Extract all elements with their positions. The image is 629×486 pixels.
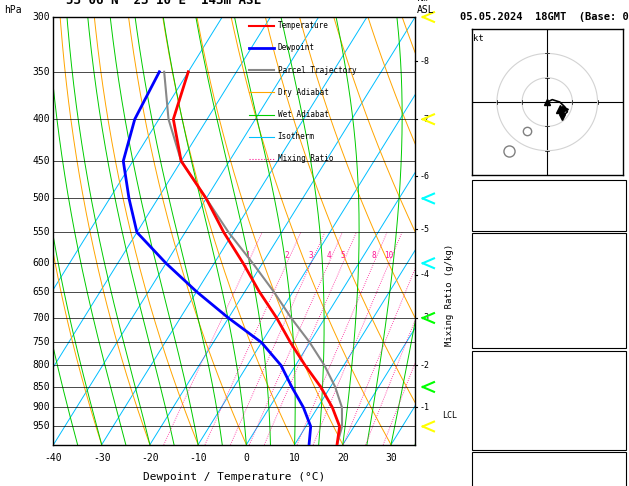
Text: 1: 1 — [245, 251, 250, 260]
Text: -7: -7 — [420, 115, 430, 124]
Text: 2: 2 — [617, 333, 623, 342]
Text: Parcel Trajectory: Parcel Trajectory — [277, 66, 356, 74]
Text: 10: 10 — [384, 251, 394, 260]
Text: 350: 350 — [32, 67, 50, 77]
Text: CIN (J): CIN (J) — [477, 333, 515, 342]
Text: PW (cm): PW (cm) — [477, 215, 515, 225]
Text: EH: EH — [477, 472, 487, 481]
Text: 750: 750 — [32, 337, 50, 347]
Text: θᴄ (K): θᴄ (K) — [477, 386, 509, 396]
Text: -5: -5 — [420, 225, 430, 234]
Text: 800: 800 — [32, 361, 50, 370]
Text: -6: -6 — [420, 172, 430, 181]
Text: Temperature: Temperature — [277, 21, 328, 30]
Text: Most Unstable: Most Unstable — [511, 354, 587, 364]
Text: 319: 319 — [606, 285, 623, 294]
Text: 2: 2 — [617, 434, 623, 444]
Text: Surface: Surface — [528, 236, 569, 246]
Text: 850: 850 — [32, 382, 50, 392]
Text: 30: 30 — [385, 453, 397, 463]
Text: 8: 8 — [371, 251, 376, 260]
Text: Lifted Index: Lifted Index — [477, 301, 542, 310]
Text: Wet Adiabat: Wet Adiabat — [277, 110, 328, 119]
Text: -2: -2 — [420, 361, 430, 370]
Text: Dry Adiabat: Dry Adiabat — [277, 88, 328, 97]
Text: LCL: LCL — [442, 411, 457, 419]
Text: 600: 600 — [32, 258, 50, 268]
Text: -1: -1 — [420, 403, 430, 412]
Text: Mixing Ratio (g/kg): Mixing Ratio (g/kg) — [445, 244, 454, 346]
Text: 0: 0 — [243, 453, 249, 463]
Text: Hodograph: Hodograph — [522, 455, 576, 466]
Text: Dewpoint: Dewpoint — [277, 43, 314, 52]
Text: -3: -3 — [612, 301, 623, 310]
Text: Mixing Ratio: Mixing Ratio — [277, 155, 333, 163]
Text: kt: kt — [473, 34, 484, 43]
Text: Dewp (°C): Dewp (°C) — [477, 269, 525, 278]
Text: 3: 3 — [309, 251, 313, 260]
Text: Pressure (mb): Pressure (mb) — [477, 370, 547, 380]
Text: CIN (J): CIN (J) — [477, 434, 515, 444]
Text: 51: 51 — [612, 199, 623, 208]
Text: CAPE (J): CAPE (J) — [477, 418, 520, 428]
Text: -30: -30 — [93, 453, 111, 463]
Text: θᴄ(K): θᴄ(K) — [477, 285, 504, 294]
Text: 995: 995 — [606, 370, 623, 380]
Text: 5: 5 — [340, 251, 345, 260]
Text: 05.05.2024  18GMT  (Base: 06): 05.05.2024 18GMT (Base: 06) — [460, 12, 629, 22]
Text: 30: 30 — [612, 183, 623, 192]
Text: 4: 4 — [326, 251, 331, 260]
Text: 319: 319 — [606, 386, 623, 396]
Text: km
ASL: km ASL — [416, 0, 434, 15]
Text: 2: 2 — [284, 251, 289, 260]
Text: -20: -20 — [141, 453, 159, 463]
Text: Totals Totals: Totals Totals — [477, 199, 547, 208]
Text: Isotherm: Isotherm — [277, 132, 314, 141]
Text: -4: -4 — [420, 270, 430, 279]
Text: Lifted Index: Lifted Index — [477, 402, 542, 412]
Text: © weatheronline.co.uk: © weatheronline.co.uk — [494, 472, 607, 481]
Text: -40: -40 — [45, 453, 62, 463]
Text: 500: 500 — [32, 193, 50, 204]
Text: 900: 900 — [32, 402, 50, 412]
Text: 939: 939 — [606, 418, 623, 428]
Text: 400: 400 — [32, 114, 50, 124]
Text: 2.38: 2.38 — [601, 215, 623, 225]
Text: 939: 939 — [606, 317, 623, 326]
Text: 20: 20 — [337, 453, 348, 463]
Text: 450: 450 — [32, 156, 50, 166]
Text: 18.8: 18.8 — [601, 253, 623, 262]
Text: -13: -13 — [606, 472, 623, 481]
Text: Temp (°C): Temp (°C) — [477, 253, 525, 262]
Text: 300: 300 — [32, 12, 50, 22]
Text: hPa: hPa — [4, 4, 21, 15]
Text: 550: 550 — [32, 227, 50, 237]
Text: 700: 700 — [32, 313, 50, 323]
Text: -3: -3 — [420, 313, 430, 323]
Text: CAPE (J): CAPE (J) — [477, 317, 520, 326]
Text: 13: 13 — [612, 269, 623, 278]
Text: 10: 10 — [289, 453, 301, 463]
Text: K: K — [477, 183, 482, 192]
Text: 53°06'N  23°10'E  143m ASL: 53°06'N 23°10'E 143m ASL — [66, 0, 261, 7]
Text: 950: 950 — [32, 421, 50, 432]
Text: -3: -3 — [612, 402, 623, 412]
Text: Dewpoint / Temperature (°C): Dewpoint / Temperature (°C) — [143, 472, 325, 483]
Text: -10: -10 — [189, 453, 207, 463]
Text: 650: 650 — [32, 287, 50, 296]
Text: -8: -8 — [420, 57, 430, 66]
